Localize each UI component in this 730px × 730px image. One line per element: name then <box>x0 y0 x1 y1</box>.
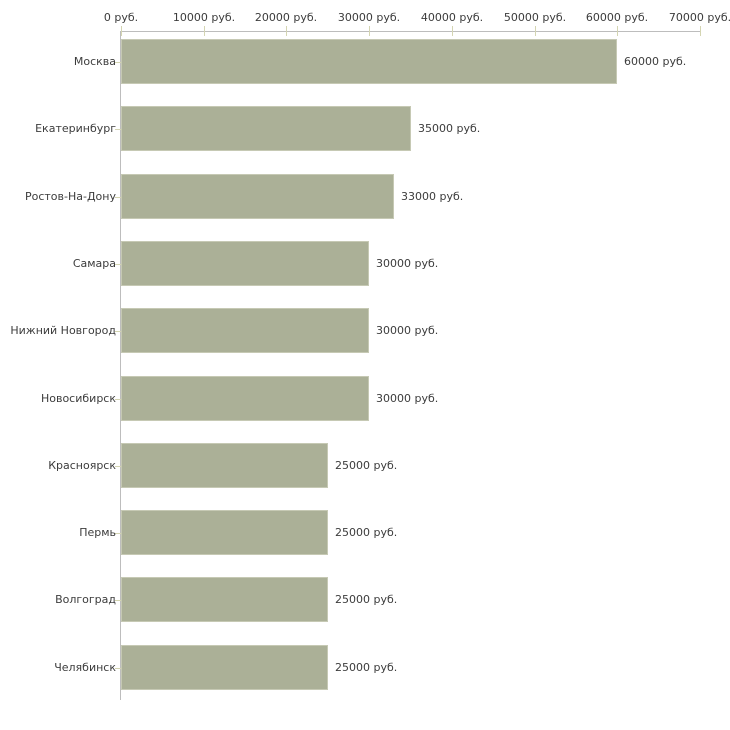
x-tick-label: 0 руб. <box>103 11 139 24</box>
x-tick-mark <box>286 26 287 36</box>
x-tick-mark <box>700 26 701 36</box>
category-label: Екатеринбург <box>35 122 116 135</box>
x-tick-mark <box>121 26 122 36</box>
category-label: Пермь <box>79 526 116 539</box>
bar <box>121 174 394 219</box>
bar <box>121 443 328 488</box>
category-tick-mark <box>115 331 121 332</box>
x-tick-label: 50000 руб. <box>503 11 567 24</box>
bar <box>121 308 369 353</box>
x-tick-mark <box>535 26 536 36</box>
value-label: 33000 руб. <box>401 190 464 203</box>
bar <box>121 39 617 84</box>
value-label: 25000 руб. <box>335 661 398 674</box>
value-label: 30000 руб. <box>376 257 439 270</box>
category-tick-mark <box>115 197 121 198</box>
category-label: Волгоград <box>55 593 116 606</box>
bar <box>121 241 369 286</box>
category-tick-mark <box>115 129 121 130</box>
category-tick-mark <box>115 399 121 400</box>
bar <box>121 645 328 690</box>
value-label: 30000 руб. <box>376 324 439 337</box>
x-tick-mark <box>204 26 205 36</box>
value-label: 25000 руб. <box>335 459 398 472</box>
bar <box>121 376 369 421</box>
category-tick-mark <box>115 62 121 63</box>
category-tick-mark <box>115 600 121 601</box>
x-tick-label: 70000 руб. <box>668 11 730 24</box>
category-tick-mark <box>115 668 121 669</box>
bar <box>121 510 328 555</box>
x-tick-mark <box>452 26 453 36</box>
bar <box>121 577 328 622</box>
category-label: Красноярск <box>48 459 116 472</box>
category-tick-mark <box>115 466 121 467</box>
category-label: Ростов-На-Дону <box>24 190 116 203</box>
x-tick-label: 60000 руб. <box>585 11 649 24</box>
value-label: 35000 руб. <box>418 122 481 135</box>
category-label: Челябинск <box>54 661 116 674</box>
x-tick-label: 10000 руб. <box>172 11 236 24</box>
value-label: 25000 руб. <box>335 526 398 539</box>
x-tick-label: 40000 руб. <box>420 11 484 24</box>
x-tick-label: 30000 руб. <box>337 11 401 24</box>
category-label: Самара <box>72 257 116 270</box>
value-label: 60000 руб. <box>624 55 687 68</box>
bar <box>121 106 411 151</box>
category-label: Новосибирск <box>40 392 116 405</box>
category-tick-mark <box>115 533 121 534</box>
category-label: Нижний Новгород <box>10 324 116 337</box>
value-label: 30000 руб. <box>376 392 439 405</box>
x-axis-line <box>120 31 701 32</box>
x-tick-mark <box>369 26 370 36</box>
x-tick-mark <box>617 26 618 36</box>
x-tick-label: 20000 руб. <box>254 11 318 24</box>
y-axis-line <box>120 31 121 700</box>
category-label: Москва <box>73 55 116 68</box>
value-label: 25000 руб. <box>335 593 398 606</box>
category-tick-mark <box>115 264 121 265</box>
